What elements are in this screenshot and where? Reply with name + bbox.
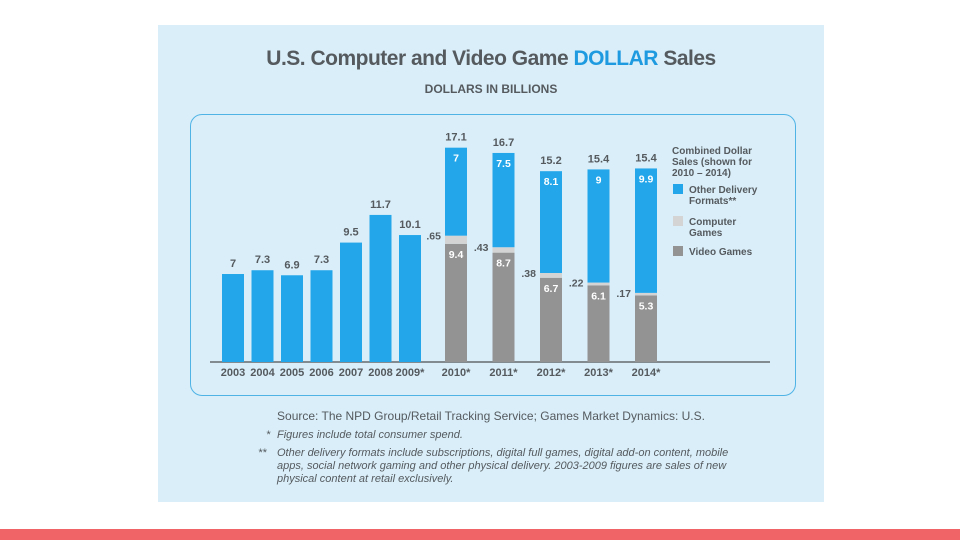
total-value-label-2013*: 15.4 <box>588 153 610 165</box>
bar-video-2014* <box>635 295 657 362</box>
video-value-label-2012*: 6.7 <box>544 283 559 295</box>
computer-value-label-2013*: .22 <box>569 278 584 290</box>
legend-label-computer-2: Games <box>689 228 723 239</box>
x-tick-label-2010*: 2010* <box>442 367 471 379</box>
bar-value-label-2004: 7.3 <box>255 254 270 266</box>
bar-computer-2014* <box>635 292 657 296</box>
footnote-2: ** Other delivery formats include subscr… <box>258 447 798 487</box>
bar-2004 <box>251 270 274 362</box>
other-value-label-2014*: 9.9 <box>639 173 654 185</box>
chart-frame <box>190 114 796 396</box>
legend-label-other-1: Other Delivery <box>689 185 758 196</box>
video-value-label-2014*: 5.3 <box>639 300 654 312</box>
bar-other-2012* <box>540 171 562 274</box>
legend-label-other-2: Formats** <box>689 196 736 207</box>
computer-value-label-2012*: .38 <box>521 268 536 280</box>
footnote-2-text: Other delivery formats include subscript… <box>277 447 729 485</box>
bar-other-2011* <box>492 152 515 248</box>
total-value-label-2014*: 15.4 <box>635 152 657 164</box>
bar-chart: 7 2003 7.3 2004 6.9 2005 7.3 2006 9.5 2007 11.7 200… <box>210 132 770 379</box>
legend-label-video-1: Video Games <box>689 247 753 258</box>
title-part-1: U.S. Computer and Video Game <box>266 47 574 70</box>
source-text: Source: The NPD Group/Retail Tracking Se… <box>277 409 705 423</box>
total-value-label-2012*: 15.2 <box>540 155 561 167</box>
legend-title-line-1: Combined Dollar <box>672 146 752 157</box>
bar-other-2013* <box>587 169 610 283</box>
bar-value-label-2003: 7 <box>230 258 236 270</box>
bar-value-label-2009*: 10.1 <box>399 219 420 231</box>
legend-title-line-3: 2010 – 2014) <box>672 168 731 179</box>
x-tick-label-2014*: 2014* <box>632 367 661 379</box>
total-value-label-2010*: 17.1 <box>445 132 466 144</box>
chart-subtitle: DOLLARS IN BILLIONS <box>424 82 558 96</box>
other-value-label-2012*: 8.1 <box>544 176 559 188</box>
footnote-1-mark: * <box>266 429 271 441</box>
title-part-2: Sales <box>657 47 716 70</box>
chart-title: U.S. Computer and Video Game DOLLAR Sale… <box>158 47 824 71</box>
bar-computer-2011* <box>492 247 515 253</box>
bar-other-2010* <box>445 147 467 236</box>
accent-bar <box>0 529 960 540</box>
bar-2003 <box>222 274 244 362</box>
bar-value-label-2005: 6.9 <box>284 259 299 271</box>
footnote-1-text: Figures include total consumer spend. <box>277 429 463 441</box>
other-value-label-2010*: 7 <box>453 153 459 165</box>
bar-computer-2013* <box>587 282 610 286</box>
legend-title-line-2: Sales (shown for <box>672 157 752 168</box>
legend-swatch-video <box>673 246 683 256</box>
bar-video-2012* <box>540 277 562 362</box>
video-value-label-2013*: 6.1 <box>591 290 606 302</box>
x-tick-label-2005: 2005 <box>280 367 304 379</box>
video-value-label-2011*: 8.7 <box>496 258 511 270</box>
bar-2006 <box>310 270 333 362</box>
bar-2008 <box>369 214 392 362</box>
bar-video-2011* <box>492 252 515 362</box>
footnote-2-mark: ** <box>258 447 267 459</box>
chart-panel: U.S. Computer and Video Game DOLLAR Sale… <box>158 25 824 502</box>
x-tick-label-2013*: 2013* <box>584 367 613 379</box>
x-tick-label-2004: 2004 <box>250 367 275 379</box>
x-tick-label-2007: 2007 <box>339 367 363 379</box>
bar-value-label-2007: 9.5 <box>343 227 358 239</box>
legend-label-computer-1: Computer <box>689 217 736 228</box>
x-tick-label-2009*: 2009* <box>396 367 425 379</box>
x-tick-label-2011*: 2011* <box>489 367 518 379</box>
bar-video-2010* <box>445 243 467 362</box>
bar-2005 <box>281 275 303 362</box>
x-tick-label-2006: 2006 <box>309 367 333 379</box>
bar-value-label-2006: 7.3 <box>314 254 329 266</box>
other-value-label-2011*: 7.5 <box>496 158 511 170</box>
bar-other-2014* <box>635 168 657 293</box>
video-value-label-2010*: 9.4 <box>449 249 464 261</box>
title-highlight: DOLLAR <box>573 47 658 70</box>
bar-2007 <box>340 242 362 362</box>
bar-2009* <box>399 235 421 362</box>
bar-video-2013* <box>587 285 610 362</box>
legend-swatch-other <box>673 184 683 194</box>
bar-value-label-2008: 11.7 <box>370 199 391 211</box>
x-tick-label-2003: 2003 <box>221 367 245 379</box>
x-tick-label-2012*: 2012* <box>537 367 566 379</box>
bar-computer-2012* <box>540 273 562 278</box>
computer-value-label-2011*: .43 <box>474 242 489 254</box>
bar-computer-2010* <box>445 235 467 244</box>
total-value-label-2011*: 16.7 <box>493 137 514 149</box>
legend-swatch-computer <box>673 216 683 226</box>
other-value-label-2013*: 9 <box>596 174 602 186</box>
computer-value-label-2014*: .17 <box>616 288 631 300</box>
x-tick-label-2008: 2008 <box>368 367 392 379</box>
computer-value-label-2010*: .65 <box>426 231 441 243</box>
